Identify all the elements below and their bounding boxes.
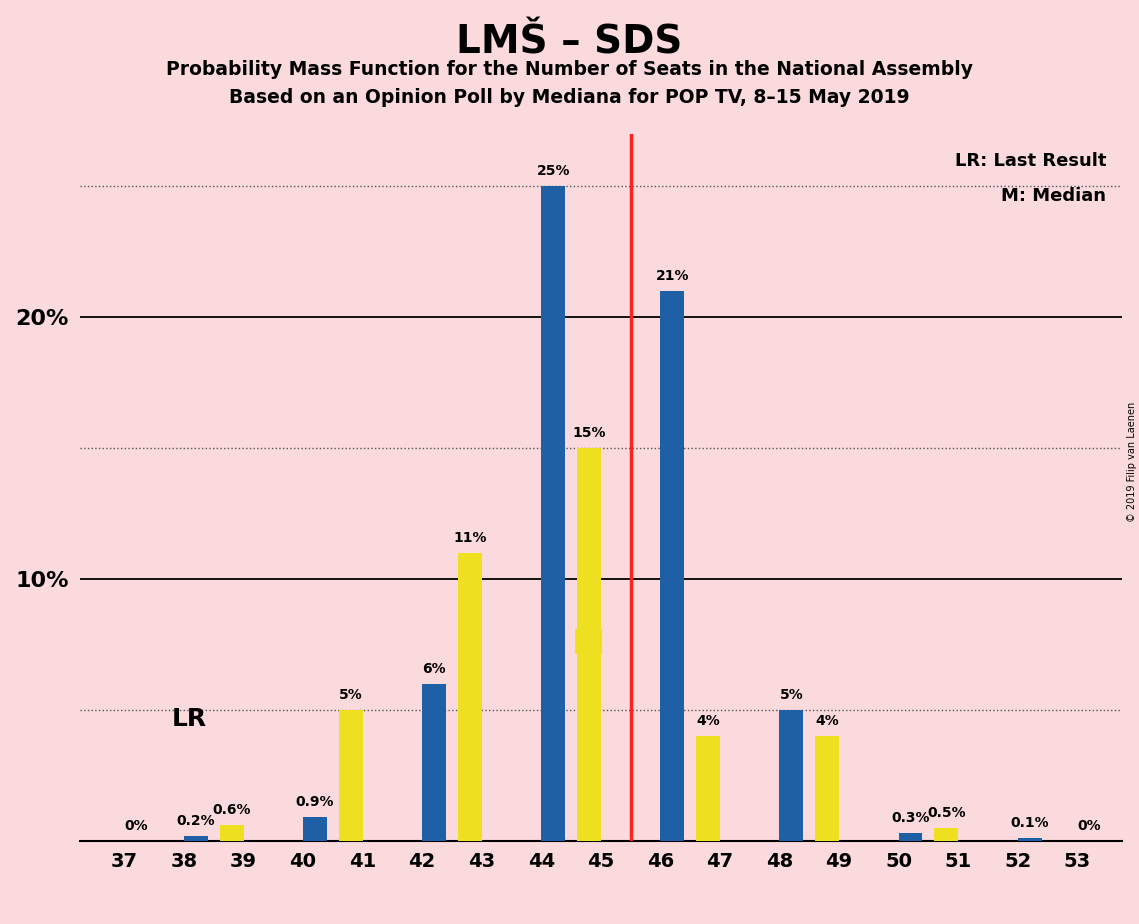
Text: 5%: 5% [338, 688, 362, 702]
Text: 0%: 0% [1077, 819, 1101, 833]
Text: 21%: 21% [656, 269, 689, 283]
Bar [899, 833, 923, 841]
Bar [303, 818, 327, 841]
Bar [661, 291, 685, 841]
Bar [541, 187, 565, 841]
Text: 4%: 4% [696, 714, 720, 728]
Text: 0.6%: 0.6% [212, 803, 251, 818]
Text: 15%: 15% [572, 426, 606, 441]
Text: 4%: 4% [816, 714, 839, 728]
Text: LR: LR [172, 707, 207, 731]
Text: Probability Mass Function for the Number of Seats in the National Assembly: Probability Mass Function for the Number… [166, 60, 973, 79]
Text: LR: Last Result: LR: Last Result [954, 152, 1106, 170]
Text: M: M [572, 628, 606, 661]
Text: 0.9%: 0.9% [296, 796, 334, 809]
Text: Based on an Opinion Poll by Mediana for POP TV, 8–15 May 2019: Based on an Opinion Poll by Mediana for … [229, 88, 910, 107]
Text: 25%: 25% [536, 164, 570, 178]
Bar [185, 835, 207, 841]
Text: LMŠ – SDS: LMŠ – SDS [457, 23, 682, 61]
Text: 0.2%: 0.2% [177, 814, 215, 828]
Bar [220, 825, 244, 841]
Text: 5%: 5% [779, 688, 803, 702]
Bar [779, 710, 803, 841]
Bar [338, 710, 362, 841]
Bar [1018, 838, 1041, 841]
Text: 0.3%: 0.3% [891, 811, 929, 825]
Bar [934, 828, 958, 841]
Bar [423, 684, 446, 841]
Text: 0.5%: 0.5% [927, 806, 966, 820]
Bar [577, 448, 601, 841]
Text: M: Median: M: Median [1001, 187, 1106, 205]
Text: 0%: 0% [124, 819, 148, 833]
Bar [816, 736, 839, 841]
Text: © 2019 Filip van Laenen: © 2019 Filip van Laenen [1126, 402, 1137, 522]
Bar [458, 553, 482, 841]
Text: 11%: 11% [453, 531, 486, 545]
Text: 0.1%: 0.1% [1010, 817, 1049, 831]
Bar [696, 736, 720, 841]
Text: 6%: 6% [423, 662, 445, 676]
